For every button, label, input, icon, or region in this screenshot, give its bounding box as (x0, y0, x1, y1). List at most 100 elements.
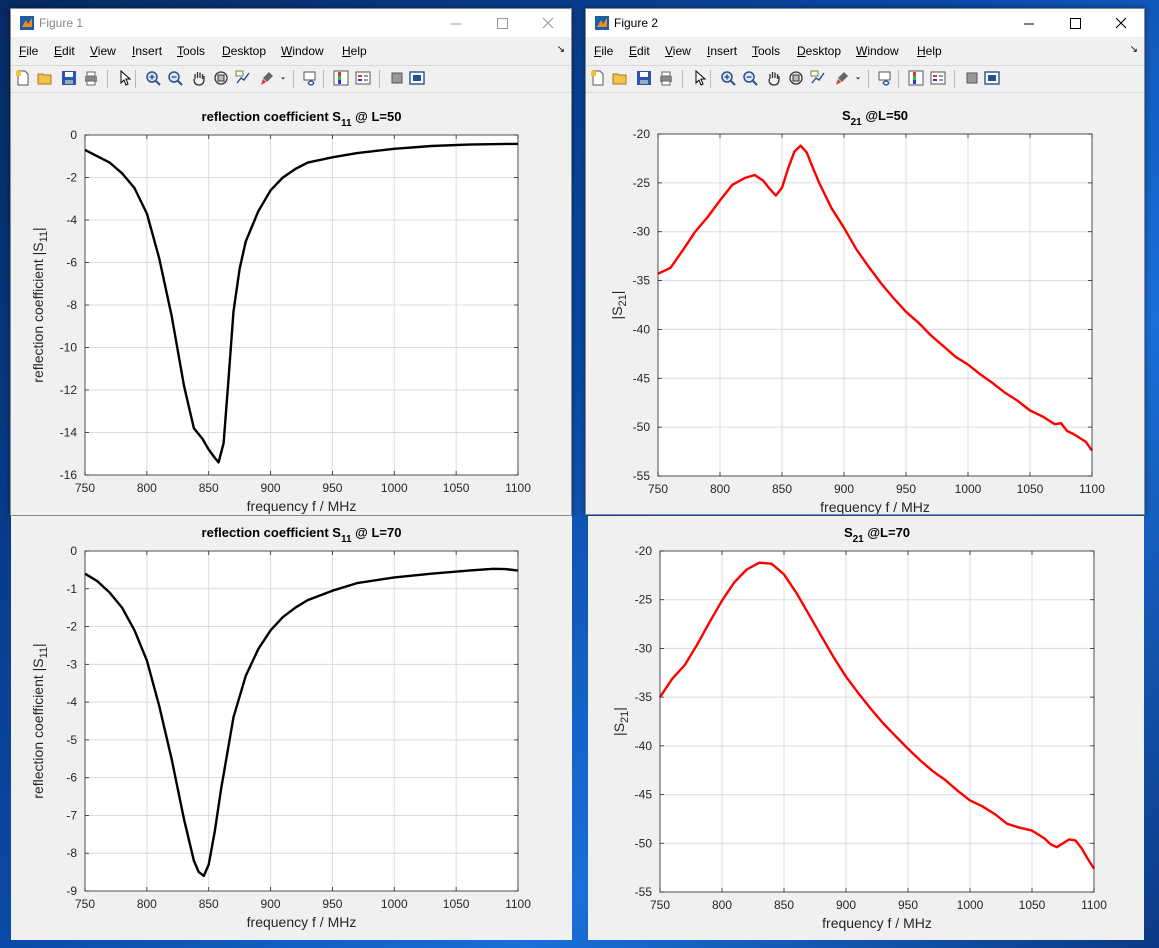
toolbar-separator (107, 70, 108, 88)
x-tick-label: 1000 (955, 482, 982, 496)
toolbar-separator (868, 70, 869, 88)
menu-insert[interactable]: Insert (707, 44, 738, 58)
y-axis-label: reflection coefficient |S11| (30, 643, 50, 798)
x-tick-label: 750 (75, 897, 95, 911)
axes-background (660, 551, 1094, 892)
zoom-in-icon[interactable] (145, 70, 161, 86)
close-icon[interactable] (1098, 9, 1144, 37)
s21-l70-plot: 750 800 850 900 950 1000 1050 1100 -55 -50 -45 -40 -… (611, 525, 1107, 931)
hide-plot-tools-icon[interactable] (964, 70, 980, 86)
rotate-3d-icon[interactable] (213, 70, 229, 86)
data-cursor-icon[interactable] (810, 70, 826, 86)
x-tick-label: 800 (710, 482, 730, 496)
brush-icon[interactable] (259, 70, 275, 86)
menu-file[interactable]: File (19, 44, 39, 58)
save-icon[interactable] (636, 70, 652, 86)
colorbar-icon[interactable] (908, 70, 924, 86)
y-tick-label: -55 (635, 885, 653, 899)
axes-background (85, 551, 518, 891)
maximize-icon[interactable] (1052, 9, 1098, 37)
figure2-window[interactable]: Figure 2 File Edit View Insert Tools Desktop W… (585, 8, 1145, 515)
figure2-titlebar[interactable]: Figure 2 (586, 9, 1144, 37)
y-axis-label: reflection coefficient |S11| (30, 227, 50, 382)
rotate-3d-icon[interactable] (788, 70, 804, 86)
new-figure-icon[interactable] (590, 70, 606, 86)
y-tick-label: -9 (66, 884, 77, 898)
maximize-icon[interactable] (479, 9, 525, 37)
figure1-window[interactable]: Figure 1 File Edit View Insert Tools Desktop W… (10, 8, 572, 516)
pan-hand-icon[interactable] (766, 70, 782, 86)
window-title: Figure 2 (614, 16, 659, 30)
axes-box (659, 550, 1095, 893)
select-arrow-icon[interactable] (117, 70, 133, 86)
x-tick-label: 850 (199, 897, 219, 911)
link-plot-icon[interactable] (878, 70, 894, 86)
brush-icon[interactable] (834, 70, 850, 86)
menu-edit[interactable]: Edit (54, 44, 75, 58)
menu-help[interactable]: Help (342, 44, 367, 58)
legend-icon[interactable] (930, 70, 946, 86)
menu-help[interactable]: Help (917, 44, 942, 58)
brush-menu-chevron-icon[interactable] (854, 70, 862, 86)
x-tick-label: 800 (137, 481, 157, 495)
menu-insert[interactable]: Insert (132, 44, 163, 58)
menu-window[interactable]: Window (856, 44, 899, 58)
open-file-icon[interactable] (37, 70, 53, 86)
close-icon[interactable] (525, 9, 571, 37)
zoom-out-icon[interactable] (167, 70, 183, 86)
print-icon[interactable] (658, 70, 674, 86)
minimize-icon[interactable] (1006, 9, 1052, 37)
menu-desktop[interactable]: Desktop (222, 44, 267, 58)
menu-desktop[interactable]: Desktop (797, 44, 842, 58)
y-tick-label: -20 (635, 544, 653, 558)
menu-tools[interactable]: Tools (177, 44, 206, 58)
zoom-out-icon[interactable] (742, 70, 758, 86)
y-axis-label: |S21| (609, 291, 629, 320)
x-tick-label: 900 (261, 897, 281, 911)
x-axis-label: frequency f / MHz (820, 499, 930, 514)
series-line (659, 561, 1096, 870)
show-plot-tools-icon[interactable] (984, 70, 1000, 86)
zoom-in-icon[interactable] (720, 70, 736, 86)
menu-file[interactable]: File (594, 44, 614, 58)
dock-arrow-icon[interactable]: ↘ (556, 44, 565, 55)
y-tick-label: -10 (60, 341, 78, 355)
s11-l70-plot: 750 800 850 900 950 1000 1050 1100 -9 -8 -7 -6 -5 -4 -… (30, 525, 531, 930)
x-tick-label: 900 (261, 481, 281, 495)
link-plot-icon[interactable] (303, 70, 319, 86)
brush-menu-chevron-icon[interactable] (279, 70, 287, 86)
save-icon[interactable] (61, 70, 77, 86)
axes-background (658, 134, 1092, 476)
show-plot-tools-icon[interactable] (409, 70, 425, 86)
x-tick-label: 750 (648, 482, 668, 496)
x-tick-label: 1100 (1081, 898, 1107, 912)
y-tick-label: -1 (66, 582, 77, 596)
open-file-icon[interactable] (612, 70, 628, 86)
y-tick-label: 0 (70, 128, 77, 142)
y-tick-label: -30 (635, 641, 653, 655)
y-tick-label: -40 (635, 739, 653, 753)
series-line (657, 144, 1093, 452)
pan-hand-icon[interactable] (191, 70, 207, 86)
menu-window[interactable]: Window (281, 44, 324, 58)
hide-plot-tools-icon[interactable] (389, 70, 405, 86)
dock-arrow-icon[interactable]: ↘ (1129, 44, 1138, 55)
legend-icon[interactable] (355, 70, 371, 86)
new-figure-icon[interactable] (15, 70, 31, 86)
colorbar-icon[interactable] (333, 70, 349, 86)
figure1-titlebar[interactable]: Figure 1 (11, 9, 571, 37)
menu-tools[interactable]: Tools (752, 44, 781, 58)
toolbar-separator (379, 70, 380, 88)
x-tick-label: 950 (898, 898, 918, 912)
print-icon[interactable] (83, 70, 99, 86)
select-arrow-icon[interactable] (692, 70, 708, 86)
x-tick-label: 750 (75, 481, 95, 495)
minimize-icon[interactable] (433, 9, 479, 37)
menu-edit[interactable]: Edit (629, 44, 650, 58)
x-tick-label: 1000 (381, 897, 408, 911)
data-cursor-icon[interactable] (235, 70, 251, 86)
x-tick-label: 850 (772, 482, 792, 496)
menu-view[interactable]: View (90, 44, 116, 58)
x-tick-label: 1050 (1017, 482, 1044, 496)
menu-view[interactable]: View (665, 44, 691, 58)
